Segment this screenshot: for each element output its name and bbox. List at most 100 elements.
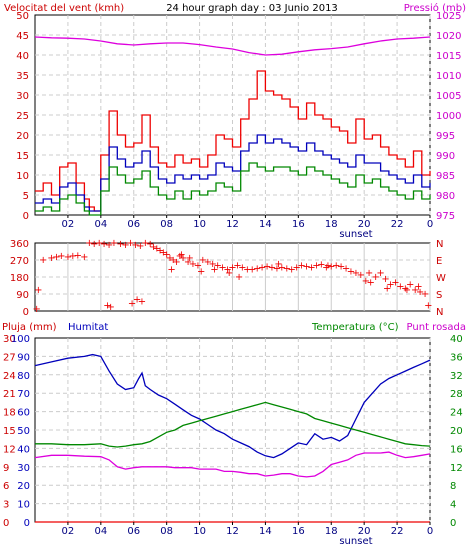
direction-point-58: + bbox=[307, 263, 315, 274]
wind-series-3 bbox=[34, 36, 431, 56]
direction-point-81: + bbox=[421, 289, 429, 300]
temp-ytick-right-12: 12 bbox=[450, 463, 463, 474]
direction-point-44: + bbox=[238, 263, 246, 274]
direction-point-69: + bbox=[362, 276, 370, 287]
direction-point-51: + bbox=[273, 264, 281, 275]
direction-point-99: + bbox=[403, 285, 411, 296]
direction-point-34: + bbox=[189, 259, 197, 270]
direction-point-86: + bbox=[133, 295, 141, 306]
temp-ytick-rain-9: 9 bbox=[3, 463, 9, 474]
temp-ytick-humidity-10: 10 bbox=[17, 500, 30, 511]
direction-point-0: + bbox=[32, 304, 40, 315]
direction-point-41: + bbox=[223, 264, 231, 275]
direction-ytick-0: 0 bbox=[23, 307, 29, 318]
direction-point-78: + bbox=[406, 280, 414, 291]
temp-xtick-04: 04 bbox=[94, 526, 107, 537]
direction-point-4: + bbox=[52, 252, 60, 263]
direction-point-11: + bbox=[90, 239, 98, 250]
direction-point-5: + bbox=[57, 251, 65, 262]
temp-ytick-humidity-20: 20 bbox=[17, 481, 30, 492]
wind-xtick-20: 20 bbox=[358, 219, 371, 230]
direction-point-98: + bbox=[383, 283, 391, 294]
wind-xtick-22: 22 bbox=[391, 219, 404, 230]
direction-point-87: + bbox=[138, 297, 146, 308]
temp-ytick-rain-18: 18 bbox=[3, 408, 16, 419]
direction-point-27: + bbox=[162, 249, 170, 260]
direction-point-64: + bbox=[337, 262, 345, 273]
direction-point-23: + bbox=[149, 242, 157, 253]
direction-point-84: + bbox=[107, 302, 115, 313]
direction-point-56: + bbox=[297, 261, 305, 272]
temp-ylabel-dewpoint: Punt rosada bbox=[407, 322, 466, 333]
wind-ytick-left-5: 5 bbox=[23, 191, 29, 202]
temp-ytick-humidity-0: 0 bbox=[24, 518, 30, 529]
wind-ytick-left-0: 0 bbox=[23, 211, 29, 222]
direction-point-49: + bbox=[263, 262, 271, 273]
direction-point-76: + bbox=[396, 281, 404, 292]
direction-point-79: + bbox=[411, 285, 419, 296]
wind-ylabel-left: Velocitat del vent (kmh) bbox=[4, 3, 124, 14]
wind-ytick-left-10: 10 bbox=[16, 171, 29, 182]
direction-point-15: + bbox=[110, 238, 118, 249]
wind-ytick-left-25: 25 bbox=[16, 111, 29, 122]
wind-ytick-right-1015: 1015 bbox=[436, 51, 461, 62]
direction-point-52: + bbox=[278, 263, 286, 274]
temp-ytick-right-0: 0 bbox=[450, 518, 456, 529]
temp-ytick-humidity-60: 60 bbox=[17, 408, 30, 419]
direction-point-28: + bbox=[166, 253, 174, 264]
wind-ytick-right-1025: 1025 bbox=[436, 11, 461, 22]
direction-point-14: + bbox=[105, 240, 113, 251]
direction-compass-2: W bbox=[436, 273, 446, 284]
direction-compass-4: N bbox=[436, 239, 443, 250]
wind-ytick-left-30: 30 bbox=[16, 91, 29, 102]
wind-ytick-right-1005: 1005 bbox=[436, 91, 461, 102]
direction-point-8: + bbox=[74, 250, 82, 261]
wind-xtick-16: 16 bbox=[292, 219, 305, 230]
direction-point-47: + bbox=[253, 264, 261, 275]
direction-point-67: + bbox=[352, 268, 360, 279]
direction-point-85: + bbox=[128, 298, 136, 309]
wind-title: 24 hour graph day : 03 Junio 2013 bbox=[166, 3, 338, 14]
temp-ytick-rain-24: 24 bbox=[3, 371, 16, 382]
direction-point-10: + bbox=[85, 238, 93, 249]
temp-series-3 bbox=[34, 451, 431, 478]
direction-point-93: + bbox=[225, 268, 233, 279]
temp-ytick-right-28: 28 bbox=[450, 389, 463, 400]
wind-xtick-08: 08 bbox=[160, 219, 173, 230]
temp-sunset-label: sunset bbox=[339, 536, 372, 547]
direction-point-94: + bbox=[235, 272, 243, 283]
direction-point-24: + bbox=[153, 244, 161, 255]
temp-ylabel-rain: Pluja (mm) bbox=[2, 322, 57, 333]
direction-point-96: + bbox=[324, 261, 332, 272]
direction-point-38: + bbox=[209, 259, 217, 270]
direction-point-13: + bbox=[100, 239, 108, 250]
direction-point-31: + bbox=[176, 251, 184, 262]
direction-point-92: + bbox=[210, 264, 218, 275]
direction-point-50: + bbox=[268, 263, 276, 274]
direction-point-18: + bbox=[126, 238, 134, 249]
temp-xtick-10: 10 bbox=[193, 526, 206, 537]
temp-ytick-right-4: 4 bbox=[450, 500, 456, 511]
direction-point-77: + bbox=[401, 283, 409, 294]
wind-ytick-left-20: 20 bbox=[16, 131, 29, 142]
wind-ytick-left-50: 50 bbox=[16, 11, 29, 22]
direction-point-55: + bbox=[292, 263, 300, 274]
temp-ytick-humidity-30: 30 bbox=[17, 463, 30, 474]
temp-ytick-right-20: 20 bbox=[450, 426, 463, 437]
temp-xtick-22: 22 bbox=[391, 526, 404, 537]
direction-point-66: + bbox=[347, 266, 355, 277]
temp-ytick-rain-15: 15 bbox=[3, 426, 16, 437]
wind-xtick-02: 02 bbox=[62, 219, 75, 230]
direction-point-29: + bbox=[169, 255, 177, 266]
wind-ytick-left-40: 40 bbox=[16, 51, 29, 62]
direction-point-40: + bbox=[218, 263, 226, 274]
temp-series-2 bbox=[35, 401, 431, 448]
temp-ytick-rain-6: 6 bbox=[3, 481, 9, 492]
temp-series-1 bbox=[34, 353, 431, 459]
direction-point-12: + bbox=[95, 238, 103, 249]
temp-ytick-rain-27: 27 bbox=[3, 352, 16, 363]
temp-xtick-18: 18 bbox=[325, 526, 338, 537]
temp-xtick-06: 06 bbox=[127, 526, 140, 537]
direction-compass-0: N bbox=[436, 307, 443, 318]
direction-point-48: + bbox=[258, 263, 266, 274]
